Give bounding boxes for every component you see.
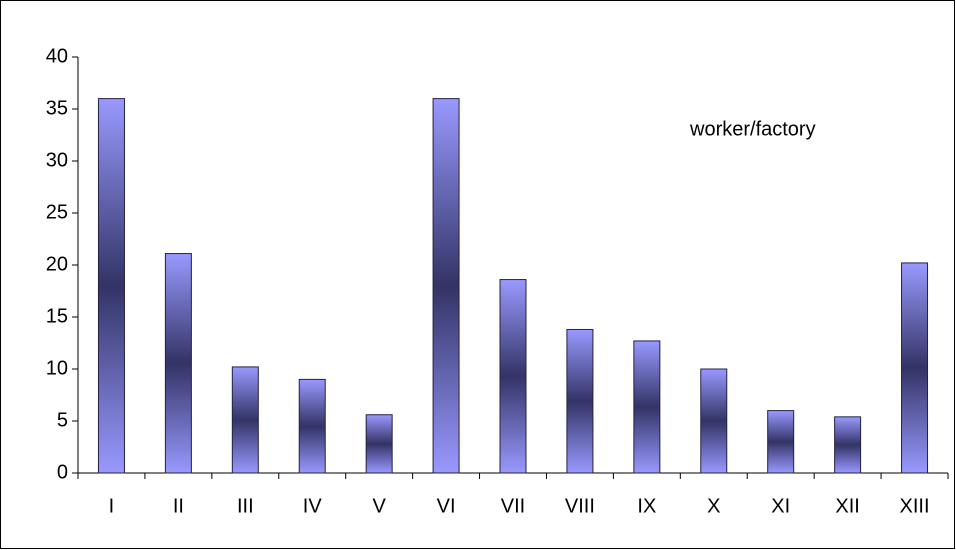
bar [432, 98, 460, 474]
x-tick-label: XIII [900, 495, 930, 517]
y-tick-label: 5 [57, 409, 68, 431]
bar [566, 328, 594, 474]
y-tick-label: 20 [46, 253, 68, 275]
x-tick-label: IX [637, 495, 656, 517]
x-tick-label: III [237, 495, 254, 517]
bar [298, 378, 326, 474]
bar [231, 366, 259, 474]
bar [97, 98, 125, 474]
bar [365, 414, 393, 474]
y-tick-label: 10 [46, 357, 68, 379]
y-tick-label: 15 [46, 305, 68, 327]
bar [164, 253, 192, 474]
x-tick-label: XII [835, 495, 859, 517]
x-tick-label: II [173, 495, 184, 517]
bar [633, 340, 661, 474]
x-tick-label: VI [437, 495, 456, 517]
x-tick-label: I [109, 495, 115, 517]
x-tick-label: IV [303, 495, 323, 517]
y-tick-label: 35 [46, 97, 68, 119]
x-tick-label: X [707, 495, 720, 517]
bar [767, 410, 795, 474]
bar [834, 416, 862, 474]
x-tick-label: VII [501, 495, 525, 517]
y-tick-label: 25 [46, 201, 68, 223]
x-tick-label: VIII [565, 495, 595, 517]
y-tick-label: 30 [46, 149, 68, 171]
y-tick-label: 40 [46, 45, 68, 67]
legend-label: worker/factory [689, 118, 816, 140]
bar [499, 279, 527, 474]
bar [901, 262, 929, 474]
bar [700, 368, 728, 474]
y-tick-label: 0 [57, 461, 68, 483]
x-tick-label: V [372, 495, 386, 517]
x-tick-label: XI [771, 495, 790, 517]
